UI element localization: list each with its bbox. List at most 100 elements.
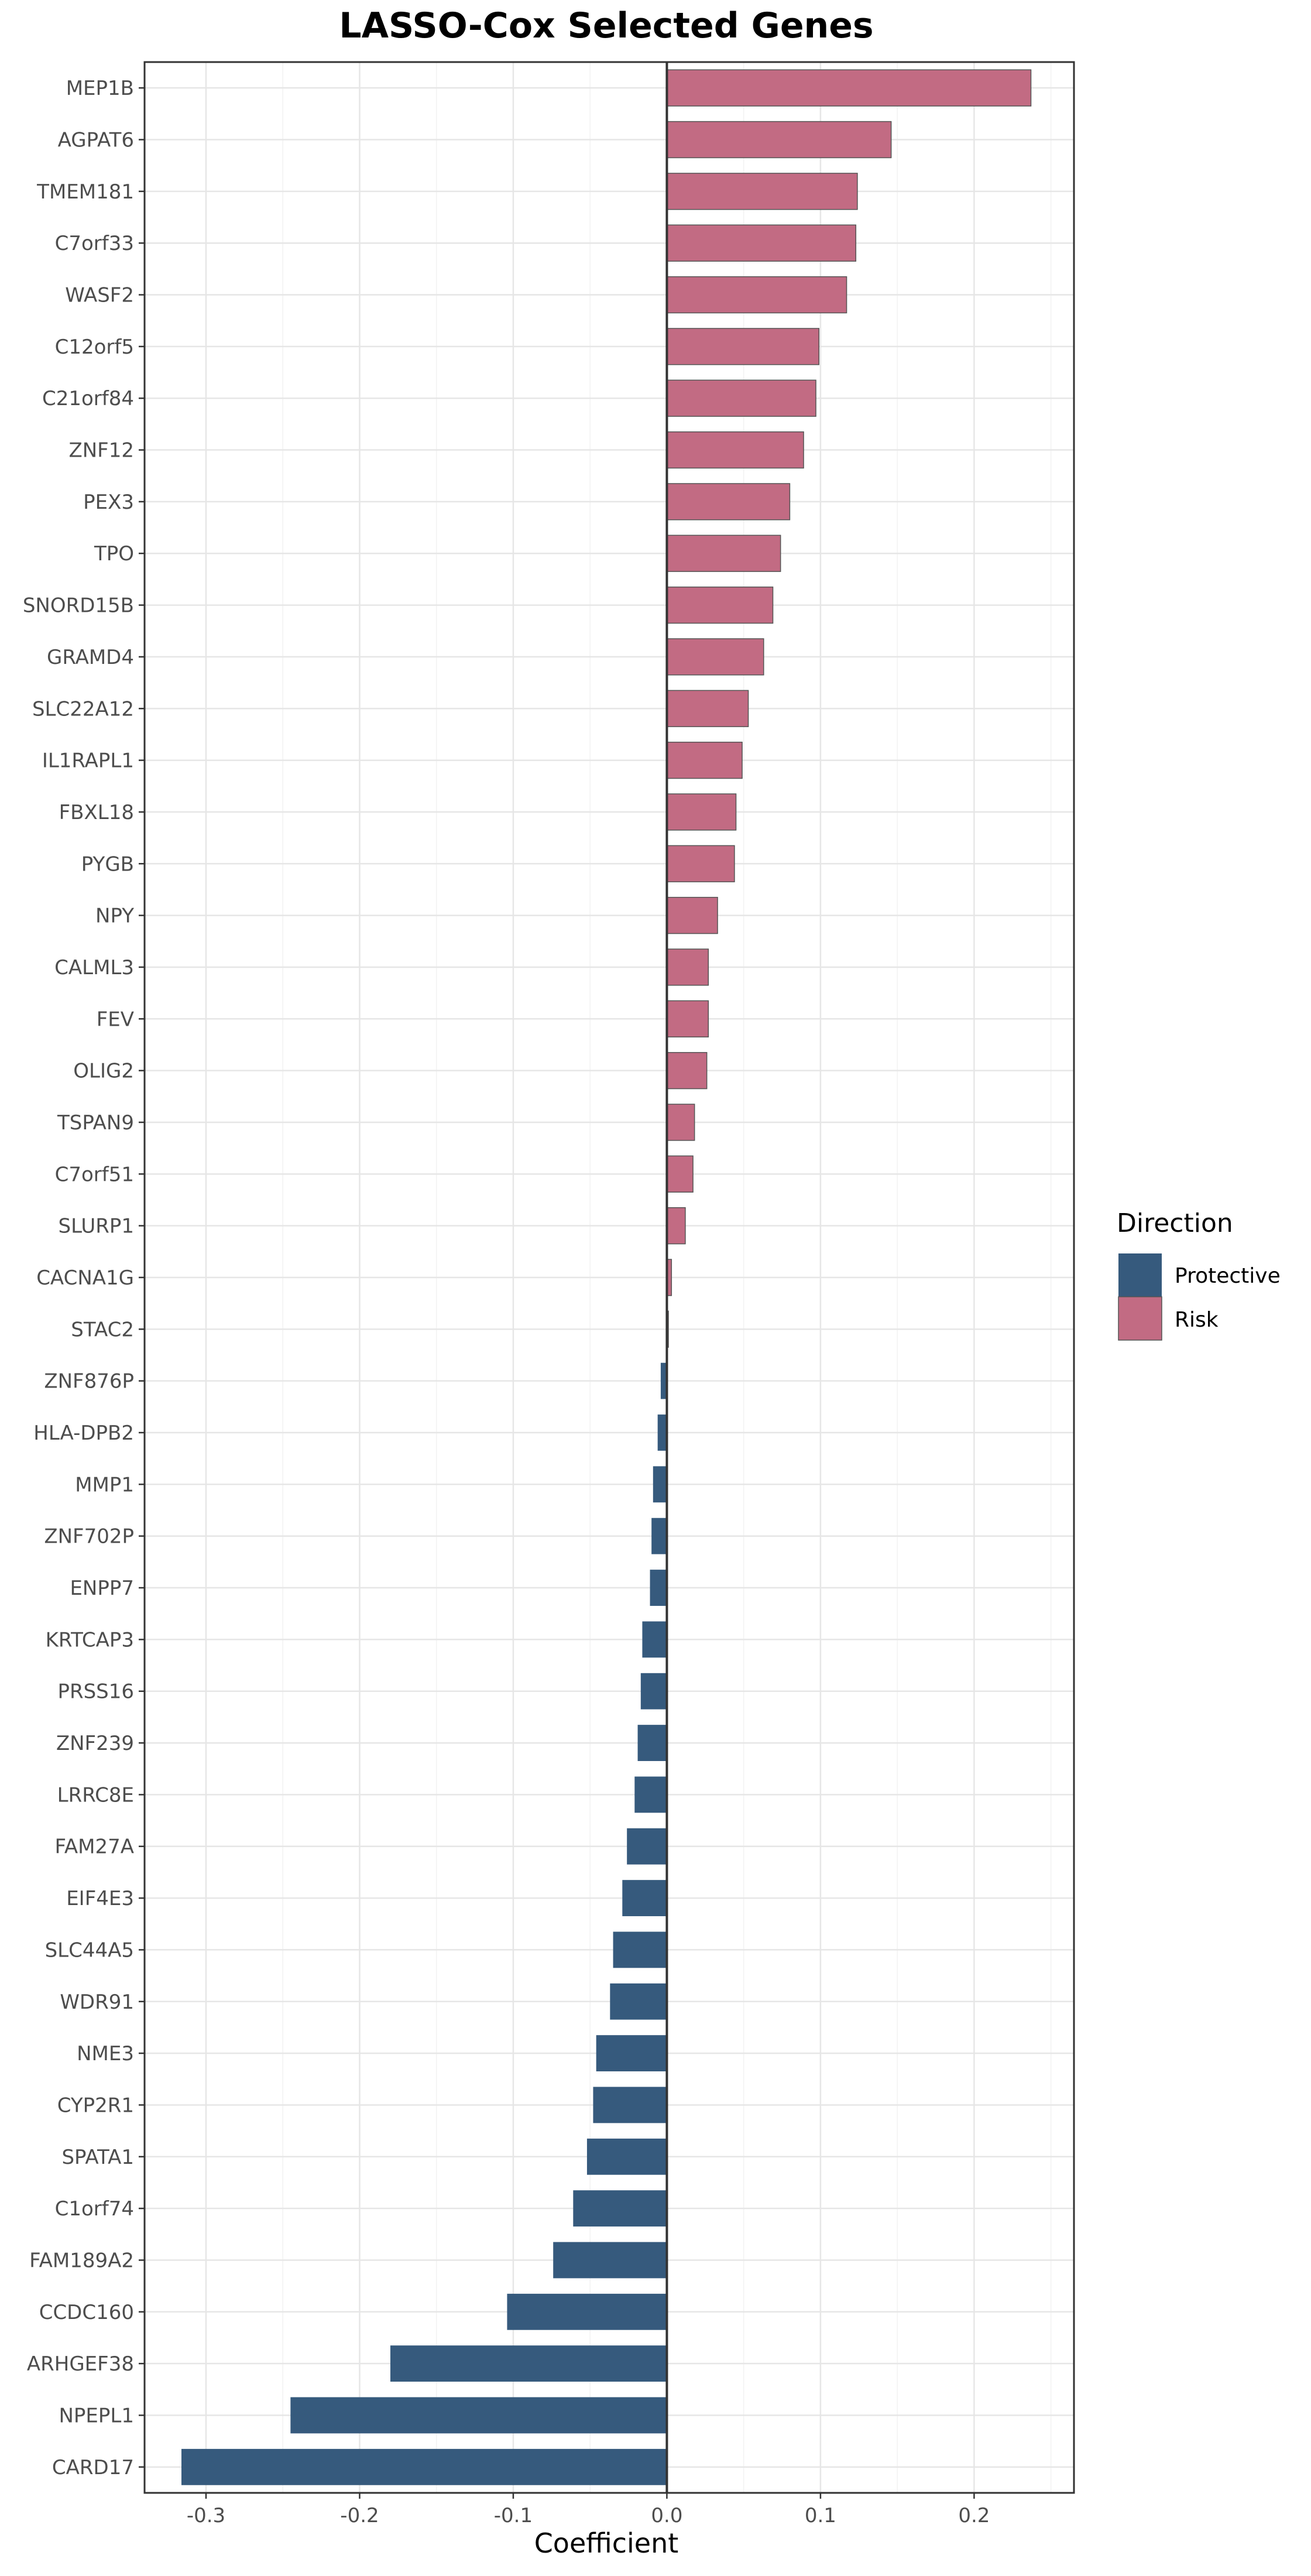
y-tick-label-mmp1: MMP1 xyxy=(75,1473,134,1496)
y-tick-labels: MEP1B AGPAT6 TMEM181 C7orf33 WASF2 C12orf5 C21… xyxy=(23,77,145,2479)
bar-pygb xyxy=(666,845,735,882)
x-tick-label: 0.1 xyxy=(805,2504,836,2527)
bar-gramd4 xyxy=(666,638,764,676)
bar-spata1 xyxy=(586,2138,667,2175)
chart-title: LASSO-Cox Selected Genes xyxy=(339,5,873,46)
bar-snord15b xyxy=(666,586,774,624)
bar-slc44a5 xyxy=(613,1931,667,1968)
bar-znf12 xyxy=(666,431,804,469)
bar-znf239 xyxy=(637,1725,667,1761)
x-tick-labels: -0.3 -0.2 -0.1 0.0 0.1 0.2 xyxy=(187,2493,990,2527)
bar-il1rapl1 xyxy=(666,741,743,779)
bar-enpp7 xyxy=(650,1570,667,1606)
bar-calml3 xyxy=(666,948,709,986)
bar-c1orf74 xyxy=(573,2190,667,2227)
bar-wdr91 xyxy=(610,1983,667,2020)
y-tick-label-c21orf84: C21orf84 xyxy=(42,387,134,410)
y-tick-label-agpat6: AGPAT6 xyxy=(58,129,134,152)
y-tick-label-c7orf51: C7orf51 xyxy=(55,1163,134,1186)
y-tick-label-pygb: PYGB xyxy=(81,852,134,876)
y-tick-label-cacna1g: CACNA1G xyxy=(36,1266,134,1290)
bar-znf702p xyxy=(651,1517,667,1554)
x-tick-label: 0.0 xyxy=(651,2504,682,2527)
bar-slurp1 xyxy=(666,1207,686,1245)
y-tick-label-znf12: ZNF12 xyxy=(68,439,134,463)
bar-c7orf33 xyxy=(666,224,857,262)
y-tick-label-snord15b: SNORD15B xyxy=(23,594,134,618)
y-tick-label-znf702p: ZNF702P xyxy=(44,1525,134,1549)
legend-swatch-risk xyxy=(1118,1296,1162,1341)
y-tick-label-mep1b: MEP1B xyxy=(66,77,134,100)
y-tick-label-fam27a: FAM27A xyxy=(54,1835,134,1859)
y-tick-label-wasf2: WASF2 xyxy=(65,284,134,307)
bar-npy xyxy=(666,896,718,934)
y-tick-label-tmem181: TMEM181 xyxy=(36,180,134,204)
bar-card17 xyxy=(181,2448,667,2485)
bar-c21orf84 xyxy=(666,379,816,417)
y-tick-label-olig2: OLIG2 xyxy=(73,1060,134,1083)
y-tick-label-enpp7: ENPP7 xyxy=(70,1577,134,1600)
y-tick-label-c1orf74: C1orf74 xyxy=(55,2197,134,2221)
y-tick-label-c12orf5: C12orf5 xyxy=(55,335,134,359)
legend-label-protective: Protective xyxy=(1175,1264,1281,1288)
y-tick-label-lrrc8e: LRRC8E xyxy=(57,1783,134,1807)
y-tick-label-prss16: PRSS16 xyxy=(57,1680,134,1704)
y-tick-label-fev: FEV xyxy=(97,1008,134,1031)
bar-pex3 xyxy=(666,483,791,520)
y-tick-label-npy: NPY xyxy=(95,905,134,928)
bar-nme3 xyxy=(596,2035,667,2072)
bar-cyp2r1 xyxy=(593,2087,667,2123)
y-tick-label-eif4e3: EIF4E3 xyxy=(66,1887,134,1910)
y-tick-label-nme3: NME3 xyxy=(77,2042,134,2065)
y-tick-label-stac2: STAC2 xyxy=(71,1318,134,1341)
y-tick-label-gramd4: GRAMD4 xyxy=(47,646,134,669)
x-axis-title: Coefficient xyxy=(534,2527,679,2559)
y-tick-label-cyp2r1: CYP2R1 xyxy=(57,2094,134,2117)
y-tick-label-znf239: ZNF239 xyxy=(56,1732,134,1755)
bar-prss16 xyxy=(640,1673,667,1710)
y-tick-label-hla-dpb2: HLA-DPB2 xyxy=(33,1421,134,1445)
x-tick-label: -0.2 xyxy=(340,2504,379,2527)
x-tick-label: -0.3 xyxy=(187,2504,225,2527)
bar-wasf2 xyxy=(666,276,847,314)
y-tick-label-card17: CARD17 xyxy=(52,2456,134,2479)
bars xyxy=(181,69,1032,2485)
bar-fev xyxy=(666,1000,709,1037)
bar-slc22a12 xyxy=(666,690,749,727)
y-tick-label-spata1: SPATA1 xyxy=(61,2146,134,2169)
y-tick-label-pex3: PEX3 xyxy=(83,491,134,514)
y-tick-label-ccdc160: CCDC160 xyxy=(39,2301,134,2324)
y-tick-label-wdr91: WDR91 xyxy=(60,1991,134,2014)
y-tick-label-fam189a2: FAM189A2 xyxy=(29,2249,134,2272)
bar-npepl1 xyxy=(290,2397,667,2434)
bar-eif4e3 xyxy=(622,1880,667,1917)
bar-arhgef38 xyxy=(390,2345,667,2382)
y-tick-label-slc22a12: SLC22A12 xyxy=(32,697,134,721)
x-tick-label: -0.1 xyxy=(494,2504,533,2527)
bar-znf876p xyxy=(660,1362,667,1399)
legend-label-risk: Risk xyxy=(1175,1308,1219,1332)
legend-swatch-protective xyxy=(1118,1253,1162,1297)
y-tick-label-slc44a5: SLC44A5 xyxy=(45,1938,134,1962)
y-tick-label-npepl1: NPEPL1 xyxy=(59,2404,135,2427)
y-tick-label-tpo: TPO xyxy=(94,542,134,566)
y-tick-label-c7orf33: C7orf33 xyxy=(55,232,134,255)
bar-mep1b xyxy=(666,69,1032,107)
bar-c7orf51 xyxy=(666,1155,694,1193)
bar-hla-dpb2 xyxy=(657,1414,667,1451)
y-tick-label-tspan9: TSPAN9 xyxy=(57,1111,134,1135)
bar-tmem181 xyxy=(666,173,858,210)
y-tick-label-slurp1: SLURP1 xyxy=(59,1215,134,1238)
bar-mmp1 xyxy=(653,1466,667,1503)
bar-olig2 xyxy=(666,1051,708,1090)
y-tick-label-krtcap3: KRTCAP3 xyxy=(46,1628,134,1652)
x-tick-label: 0.2 xyxy=(958,2504,990,2527)
y-tick-label-il1rapl1: IL1RAPL1 xyxy=(42,749,134,773)
bar-fbxl18 xyxy=(666,793,737,831)
legend: Direction Protective Risk xyxy=(1117,1208,1281,1341)
bar-lrrc8e xyxy=(634,1776,667,1813)
y-tick-label-arhgef38: ARHGEF38 xyxy=(27,2352,134,2376)
bar-agpat6 xyxy=(666,121,892,159)
